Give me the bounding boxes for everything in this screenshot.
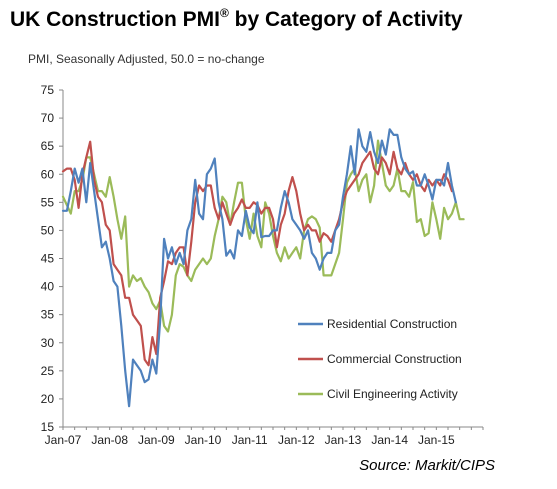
y-tick-label: 60 bbox=[41, 167, 55, 181]
x-tick-label: Jan-10 bbox=[185, 433, 222, 447]
y-tick-label: 70 bbox=[41, 111, 55, 125]
y-tick-label: 30 bbox=[41, 336, 55, 350]
y-tick-label: 55 bbox=[41, 195, 55, 209]
y-tick-label: 45 bbox=[41, 252, 55, 266]
y-tick-label: 25 bbox=[41, 364, 55, 378]
y-tick-label: 50 bbox=[41, 223, 55, 237]
chart-title-main: UK Construction PMI bbox=[10, 8, 220, 31]
x-tick-label: Jan-13 bbox=[325, 433, 362, 447]
series-line-0 bbox=[61, 128, 457, 408]
legend-label: Residential Construction bbox=[327, 317, 457, 331]
x-tick-label: Jan-11 bbox=[232, 433, 268, 447]
legend-label: Commercial Construction bbox=[327, 352, 462, 366]
series-lines bbox=[61, 128, 465, 408]
source-note: Source: Markit/CIPS bbox=[359, 457, 495, 474]
x-tick-label: Jan-07 bbox=[45, 433, 82, 447]
y-tick-label: 65 bbox=[41, 139, 55, 153]
series-line-2 bbox=[61, 139, 465, 333]
x-tick-label: Jan-14 bbox=[371, 433, 408, 447]
x-tick-label: Jan-08 bbox=[91, 433, 128, 447]
y-tick-label: 75 bbox=[41, 83, 55, 97]
chart-title: UK Construction PMI® by Category of Acti… bbox=[10, 6, 463, 32]
x-tick-label: Jan-09 bbox=[138, 433, 175, 447]
x-tick-label: Jan-15 bbox=[418, 433, 455, 447]
y-tick-label: 20 bbox=[41, 392, 55, 406]
legend-label: Civil Engineering Activity bbox=[327, 387, 458, 401]
y-tick-label: 15 bbox=[41, 420, 55, 434]
chart-title-rest: by Category of Activity bbox=[228, 8, 463, 31]
x-tick-label: Jan-12 bbox=[278, 433, 315, 447]
chart-subtitle: PMI, Seasonally Adjusted, 50.0 = no-chan… bbox=[28, 52, 265, 66]
chart-legend: Residential Construction Commercial Const… bbox=[298, 317, 462, 401]
y-tick-label: 35 bbox=[41, 308, 55, 322]
y-axis-ticks: 15 20 25 30 35 40 45 50 55 60 65 70 75 bbox=[41, 83, 63, 434]
y-tick-label: 40 bbox=[41, 280, 55, 294]
x-axis-ticks: Jan-07 Jan-08 Jan-09 Jan-10 Jan-11 Jan-12 Jan-… bbox=[45, 427, 484, 447]
registered-mark: ® bbox=[220, 6, 229, 20]
